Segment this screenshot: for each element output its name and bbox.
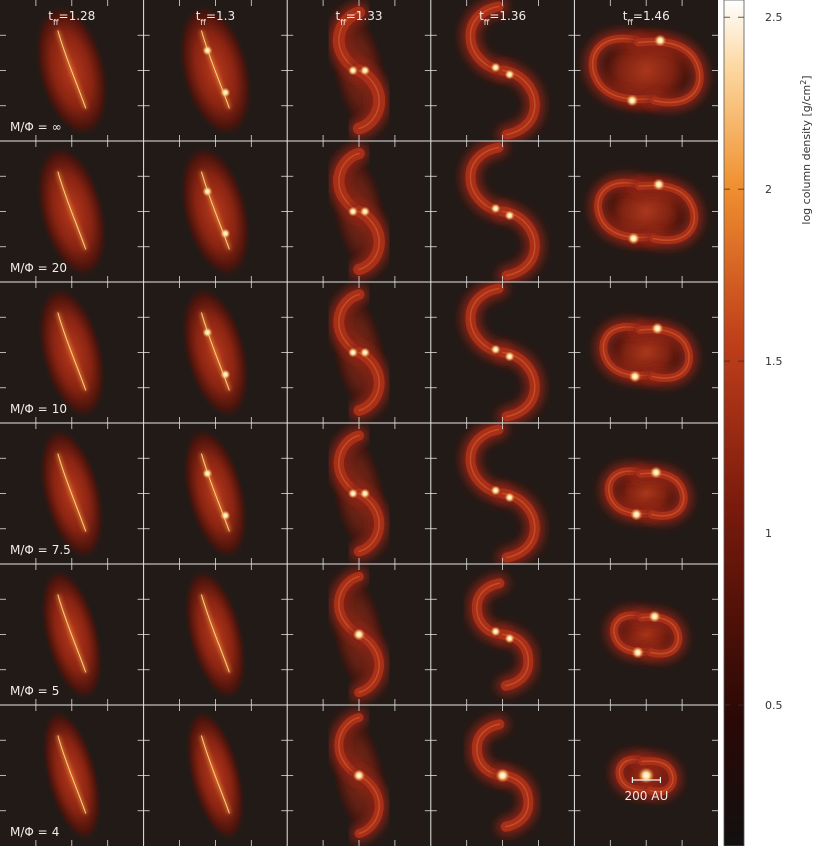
time-value: 1.46 bbox=[643, 9, 670, 23]
time-equals: = bbox=[206, 9, 216, 23]
star bbox=[360, 348, 370, 358]
colorbar-tick-label: 1.5 bbox=[765, 355, 783, 368]
time-equals: = bbox=[633, 9, 643, 23]
star bbox=[496, 769, 510, 783]
star bbox=[629, 371, 641, 383]
star bbox=[505, 211, 515, 221]
row-value: 10 bbox=[52, 402, 67, 416]
row-label: M/Φ = 10 bbox=[10, 402, 67, 416]
row-prefix: M/Φ = bbox=[10, 120, 48, 134]
row-prefix: M/Φ = bbox=[10, 543, 48, 557]
row-label: M/Φ = 7.5 bbox=[10, 543, 71, 557]
colorbar-tick-label: 0.5 bbox=[765, 699, 783, 712]
row-value: 7.5 bbox=[52, 543, 71, 557]
row-prefix: M/Φ = bbox=[10, 261, 48, 275]
star bbox=[654, 35, 666, 47]
star bbox=[505, 493, 515, 503]
star bbox=[638, 768, 654, 784]
row-label: M/Φ = 5 bbox=[10, 684, 59, 698]
star bbox=[491, 204, 501, 214]
star bbox=[220, 229, 230, 239]
row-value: 4 bbox=[52, 825, 60, 839]
star bbox=[348, 66, 358, 76]
time-equals: = bbox=[346, 9, 356, 23]
star bbox=[505, 634, 515, 644]
star bbox=[491, 486, 501, 496]
colorbar-tick-label: 2 bbox=[765, 183, 772, 196]
star bbox=[626, 95, 638, 107]
colorbar bbox=[724, 0, 744, 846]
star bbox=[653, 179, 665, 191]
star bbox=[360, 66, 370, 76]
colorbar-tick-label: 1 bbox=[765, 527, 772, 540]
row-value: ∞ bbox=[52, 120, 62, 134]
time-value: 1.3 bbox=[216, 9, 235, 23]
star bbox=[505, 70, 515, 80]
star bbox=[353, 629, 365, 641]
star bbox=[491, 627, 501, 637]
time-equals: = bbox=[59, 9, 69, 23]
star bbox=[651, 323, 663, 335]
row-value: 5 bbox=[52, 684, 60, 698]
star bbox=[491, 345, 501, 355]
row-label: M/Φ = ∞ bbox=[10, 120, 62, 134]
row-label: M/Φ = 20 bbox=[10, 261, 67, 275]
figure: tff=1.28tff=1.3tff=1.33tff=1.36tff=1.46M… bbox=[0, 0, 825, 846]
star bbox=[353, 770, 365, 782]
time-value: 1.36 bbox=[499, 9, 526, 23]
time-value: 1.28 bbox=[69, 9, 96, 23]
row-prefix: M/Φ = bbox=[10, 825, 48, 839]
time-equals: = bbox=[489, 9, 499, 23]
star bbox=[630, 509, 642, 521]
star bbox=[220, 511, 230, 521]
star bbox=[649, 611, 661, 623]
colorbar-label-close: ] bbox=[800, 75, 813, 79]
star bbox=[360, 489, 370, 499]
star bbox=[505, 352, 515, 362]
star bbox=[220, 370, 230, 380]
star bbox=[202, 469, 212, 479]
row-prefix: M/Φ = bbox=[10, 402, 48, 416]
star bbox=[348, 348, 358, 358]
star bbox=[650, 467, 662, 479]
row-prefix: M/Φ = bbox=[10, 684, 48, 698]
star bbox=[202, 46, 212, 56]
scale-bar-label: 200 AU bbox=[625, 789, 669, 803]
star bbox=[360, 207, 370, 217]
colorbar-label: log column density [g/cm2] bbox=[799, 75, 814, 224]
star bbox=[632, 647, 644, 659]
time-value: 1.33 bbox=[356, 9, 383, 23]
row-value: 20 bbox=[52, 261, 67, 275]
star bbox=[491, 63, 501, 73]
star bbox=[628, 233, 640, 245]
colorbar-label-text: log column density [g/cm bbox=[800, 85, 813, 225]
star bbox=[220, 88, 230, 98]
star bbox=[202, 328, 212, 338]
star bbox=[348, 207, 358, 217]
row-label: M/Φ = 4 bbox=[10, 825, 59, 839]
colorbar-tick-label: 2.5 bbox=[765, 11, 783, 24]
star bbox=[202, 187, 212, 197]
star bbox=[348, 489, 358, 499]
